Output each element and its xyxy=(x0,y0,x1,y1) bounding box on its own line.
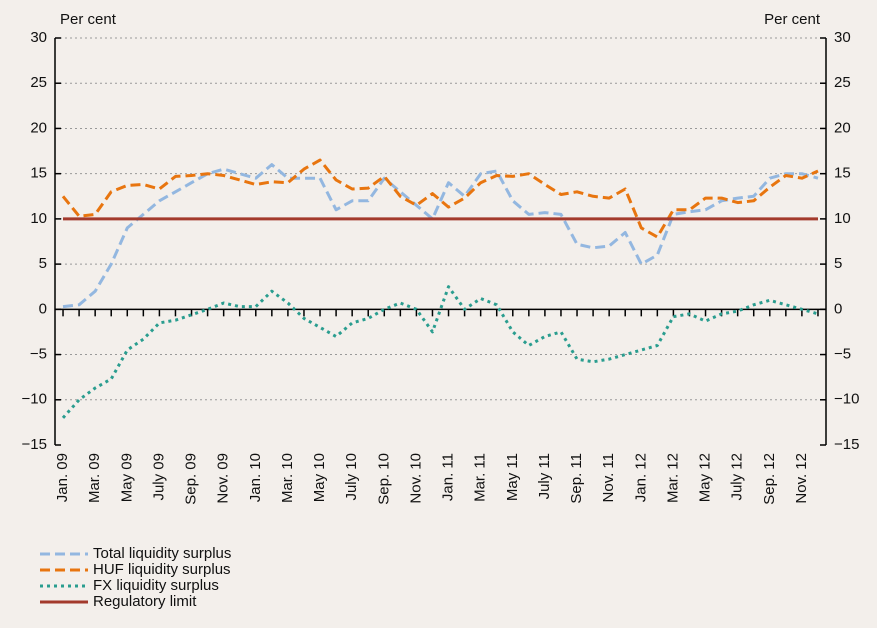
y2-tick-label: −15 xyxy=(834,436,859,453)
x-tick-label: Sep. 12 xyxy=(761,453,778,505)
x-tick-label: Nov. 09 xyxy=(215,453,232,504)
x-tick-label: May 11 xyxy=(504,453,521,501)
y2-tick-label: 5 xyxy=(834,255,842,272)
y2-tick-label: −5 xyxy=(834,346,851,363)
x-tick-label: Nov. 12 xyxy=(793,453,810,504)
y2-tick-label: 15 xyxy=(834,165,851,182)
y2-tick-label: −10 xyxy=(834,391,859,408)
y-tick-label: 5 xyxy=(39,255,47,272)
y2-axis-label: Per cent xyxy=(764,11,821,28)
y-tick-label: 20 xyxy=(30,119,47,136)
y-tick-label: 25 xyxy=(30,74,47,91)
y-tick-label: 15 xyxy=(30,165,47,182)
y2-tick-label: 0 xyxy=(834,300,842,317)
x-tick-label: Jan. 09 xyxy=(54,453,71,502)
x-tick-label: Mar. 11 xyxy=(472,453,489,502)
y-tick-label: −10 xyxy=(22,391,47,408)
legend-label: FX liquidity surplus xyxy=(93,577,219,594)
y2-tick-label: 30 xyxy=(834,29,851,46)
y-axis-label: Per cent xyxy=(60,11,117,28)
series-line xyxy=(61,158,819,239)
legend-label: Total liquidity surplus xyxy=(93,545,231,562)
x-tick-label: May 12 xyxy=(697,453,714,502)
x-tick-label: Jan. 12 xyxy=(632,453,649,502)
x-tick-label: Sep. 11 xyxy=(568,453,585,504)
x-tick-label: July 10 xyxy=(343,453,360,501)
y-tick-label: 10 xyxy=(30,210,47,227)
y2-tick-label: 10 xyxy=(834,210,851,227)
y-tick-label: −5 xyxy=(30,346,47,363)
x-tick-label: Nov. 10 xyxy=(407,453,424,504)
x-tick-label: May 09 xyxy=(118,453,135,502)
y2-tick-label: 20 xyxy=(834,119,851,136)
x-tick-label: Sep. 09 xyxy=(183,453,200,505)
x-tick-label: Mar. 10 xyxy=(279,453,296,503)
y-tick-label: 30 xyxy=(30,29,47,46)
x-tick-label: July 11 xyxy=(536,453,553,499)
x-tick-label: Jan. 10 xyxy=(247,453,264,502)
x-tick-label: Nov. 11 xyxy=(600,453,617,502)
y-tick-label: −15 xyxy=(22,436,47,453)
x-tick-label: Jan. 11 xyxy=(440,453,457,501)
x-tick-label: July 12 xyxy=(729,453,746,501)
legend-label: Regulatory limit xyxy=(93,593,197,610)
x-tick-label: Sep. 10 xyxy=(375,453,392,505)
series-line xyxy=(62,163,819,309)
y-tick-label: 0 xyxy=(39,300,47,317)
x-tick-label: Mar. 09 xyxy=(86,453,103,503)
y2-tick-label: 25 xyxy=(834,74,851,91)
x-tick-label: Mar. 12 xyxy=(664,453,681,503)
series-line xyxy=(61,285,819,419)
x-tick-label: July 09 xyxy=(150,453,167,501)
x-tick-label: May 10 xyxy=(311,453,328,502)
legend-label: HUF liquidity surplus xyxy=(93,561,231,578)
